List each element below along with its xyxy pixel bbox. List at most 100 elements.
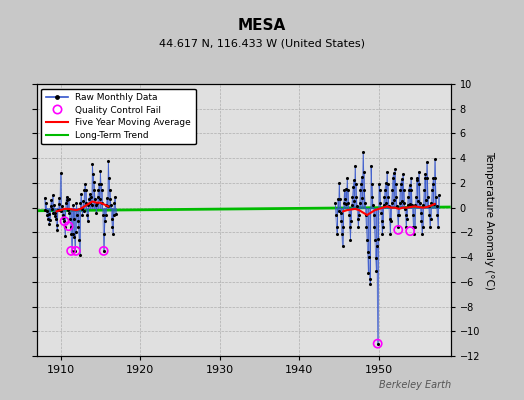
Point xyxy=(397,176,406,182)
Point xyxy=(42,200,50,206)
Point xyxy=(44,216,52,222)
Point xyxy=(377,209,385,216)
Point xyxy=(68,248,76,254)
Point xyxy=(64,207,72,213)
Point xyxy=(354,224,363,231)
Y-axis label: Temperature Anomaly (°C): Temperature Anomaly (°C) xyxy=(484,150,494,290)
Point xyxy=(336,196,344,202)
Point xyxy=(337,218,345,224)
Point xyxy=(394,212,402,218)
Point xyxy=(351,162,359,169)
Point xyxy=(105,175,113,181)
Point xyxy=(347,202,356,208)
Point xyxy=(95,196,104,202)
Point xyxy=(62,200,70,206)
Point xyxy=(340,187,348,194)
Point xyxy=(431,175,440,181)
Point xyxy=(397,181,405,187)
Point xyxy=(63,197,71,204)
Point xyxy=(370,224,378,231)
Point xyxy=(360,187,368,194)
Point xyxy=(402,216,411,222)
Point xyxy=(357,174,366,180)
Point xyxy=(49,209,58,216)
Point xyxy=(387,218,395,224)
Point xyxy=(367,181,376,187)
Point xyxy=(53,227,61,233)
Point xyxy=(99,212,107,218)
Point xyxy=(104,158,113,164)
Point xyxy=(380,193,388,200)
Point xyxy=(75,236,83,243)
Point xyxy=(97,181,105,187)
Point xyxy=(48,192,57,198)
Point xyxy=(85,191,94,197)
Point xyxy=(73,218,82,224)
Point xyxy=(407,175,415,181)
Point xyxy=(100,230,108,237)
Point xyxy=(50,213,59,220)
Point xyxy=(84,202,93,208)
Point xyxy=(355,212,363,218)
Point xyxy=(385,203,393,210)
Point xyxy=(374,340,382,347)
Point xyxy=(77,200,85,206)
Point xyxy=(394,224,402,231)
Point xyxy=(89,171,97,178)
Point xyxy=(401,206,409,212)
Point xyxy=(381,180,390,186)
Point xyxy=(386,230,395,237)
Point xyxy=(353,203,361,210)
Point xyxy=(362,212,370,218)
Point xyxy=(45,220,53,227)
Point xyxy=(92,202,100,208)
Point xyxy=(391,166,399,172)
Point xyxy=(78,212,86,218)
Point xyxy=(371,236,379,243)
Point xyxy=(406,182,414,188)
Point xyxy=(388,187,397,194)
Point xyxy=(429,175,438,181)
Point xyxy=(354,216,362,222)
Point xyxy=(374,235,383,242)
Point xyxy=(64,196,73,202)
Point xyxy=(87,193,95,200)
Point xyxy=(350,177,358,184)
Point xyxy=(52,216,60,222)
Point xyxy=(82,187,90,194)
Point xyxy=(376,187,384,194)
Point xyxy=(92,209,101,216)
Point xyxy=(409,224,418,231)
Point xyxy=(73,212,81,218)
Point xyxy=(332,224,341,231)
Point xyxy=(70,234,79,240)
Point xyxy=(362,224,370,231)
Point xyxy=(396,200,404,206)
Point xyxy=(432,203,441,210)
Point xyxy=(72,229,80,236)
Point xyxy=(359,149,367,155)
Point xyxy=(402,224,410,231)
Point xyxy=(417,218,425,224)
Point xyxy=(59,214,68,221)
Point xyxy=(335,180,343,186)
Point xyxy=(107,202,115,208)
Point xyxy=(374,340,382,347)
Point xyxy=(424,193,432,200)
Point xyxy=(373,243,381,249)
Point xyxy=(422,159,431,165)
Point xyxy=(417,209,425,216)
Point xyxy=(350,198,358,205)
Point xyxy=(60,218,69,224)
Point xyxy=(387,200,396,206)
Point xyxy=(75,252,84,258)
Point xyxy=(102,202,111,208)
Point xyxy=(409,212,417,218)
Point xyxy=(426,224,434,231)
Point xyxy=(112,211,120,217)
Point xyxy=(411,202,420,208)
Point xyxy=(48,206,56,212)
Point xyxy=(414,198,422,205)
Point xyxy=(359,168,368,175)
Point xyxy=(94,187,103,194)
